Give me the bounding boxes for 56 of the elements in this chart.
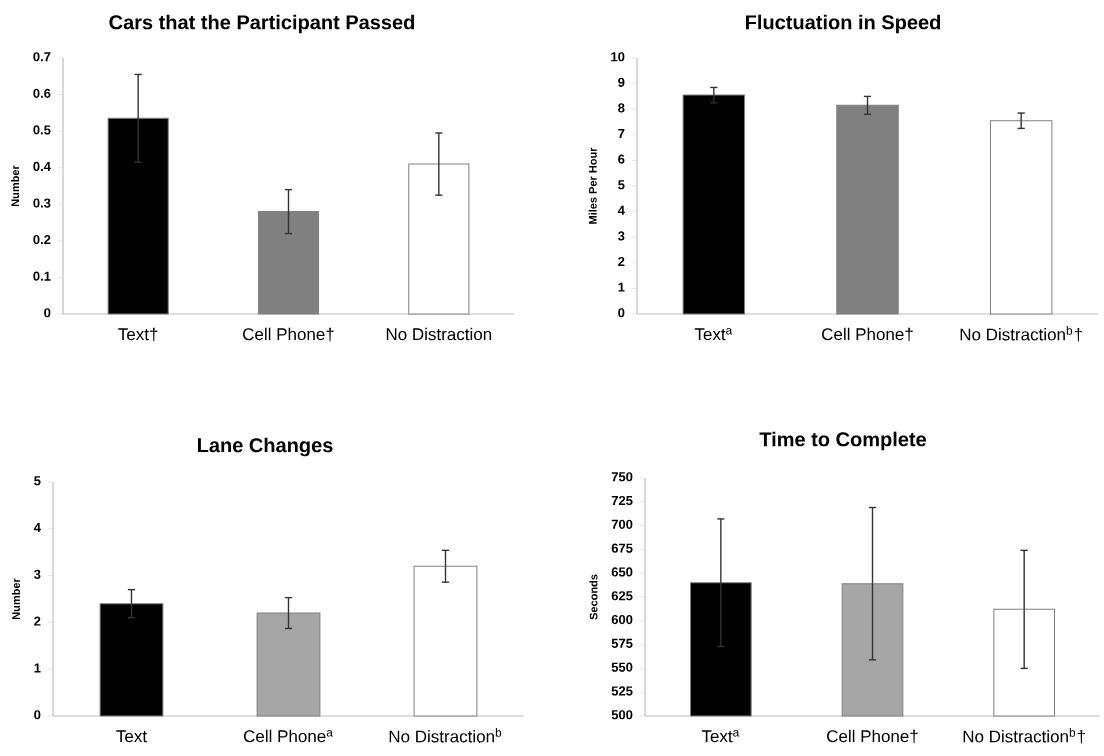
y-tick-label: 0 (44, 308, 51, 318)
y-tick-label: 675 (611, 543, 633, 553)
y-tick-label: 1 (34, 663, 41, 673)
y-tick-label: 650 (611, 567, 633, 577)
x-tick-label: Text (116, 730, 147, 743)
y-tick-label: 0 (618, 308, 625, 318)
chart-title: Lane Changes (198, 437, 333, 457)
y-tick-label: 550 (611, 662, 633, 672)
chart-title: Cars that the Participant Passed (109, 14, 415, 34)
y-axis-title: Number (11, 165, 20, 207)
y-tick-label: 7 (618, 129, 625, 138)
y-tick-label: 3 (34, 569, 41, 579)
y-tick-label: 0.1 (33, 271, 51, 281)
x-tick-label: Cell Phone† (243, 327, 334, 342)
y-tick-label: 2 (34, 616, 41, 626)
x-tick-label: Cell Phone$^{a}$ (243, 729, 333, 743)
x-tick-label: No Distraction$^{b}$ (389, 728, 502, 743)
y-tick-label: 700 (611, 519, 633, 529)
y-tick-label: 0 (34, 710, 41, 720)
y-tick-label: 575 (611, 638, 633, 648)
y-tick-label: 725 (611, 495, 633, 506)
y-tick-label: 525 (611, 686, 633, 696)
y-axis-title: Miles Per Hour (588, 147, 597, 224)
y-tick-label: 0.7 (33, 52, 51, 62)
y-tick-label: 0.6 (33, 88, 51, 98)
y-tick-label: 10 (611, 52, 625, 62)
y-tick-label: 0.3 (33, 198, 51, 208)
y-tick-label: 8 (618, 103, 625, 113)
y-tick-label: 1 (618, 282, 625, 292)
y-tick-label: 6 (618, 154, 625, 164)
x-tick-label: Cell Phone† (827, 729, 918, 744)
y-tick-label: 0.4 (33, 161, 51, 172)
y-axis-title: Seconds (589, 574, 598, 620)
chart-title: Time to Complete (759, 431, 927, 451)
x-tick-label: Text$^{a}$ (701, 730, 740, 743)
y-tick-label: 4 (617, 205, 625, 215)
y-axis-title: Number (11, 578, 20, 620)
y-tick-label: 9 (618, 77, 625, 87)
x-tick-label: Text† (118, 327, 158, 342)
x-tick-label: Cell Phone† (822, 327, 913, 342)
y-tick-label: 500 (611, 710, 633, 720)
y-tick-label: 625 (611, 591, 633, 601)
y-tick-label: 600 (611, 614, 633, 625)
y-tick-label: 750 (611, 472, 633, 482)
chart-title: Fluctuation in Speed (746, 14, 941, 34)
x-tick-label: No Distraction$^{b}$† (963, 728, 1085, 744)
y-tick-label: 0.2 (33, 234, 51, 245)
x-tick-label: No Distraction (386, 327, 492, 341)
y-tick-label: 4 (33, 523, 41, 532)
x-tick-label: No Distraction$^{b}$† (960, 326, 1082, 342)
y-tick-label: 5 (34, 476, 41, 486)
y-tick-label: 3 (618, 231, 625, 241)
y-tick-label: 0.5 (33, 125, 51, 135)
x-tick-label: Text$^{a}$ (694, 328, 733, 341)
y-tick-label: 5 (618, 180, 625, 190)
y-tick-label: 2 (618, 256, 625, 266)
